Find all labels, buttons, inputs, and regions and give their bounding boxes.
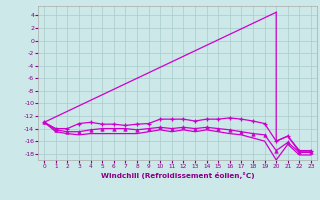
X-axis label: Windchill (Refroidissement éolien,°C): Windchill (Refroidissement éolien,°C) [101,172,254,179]
